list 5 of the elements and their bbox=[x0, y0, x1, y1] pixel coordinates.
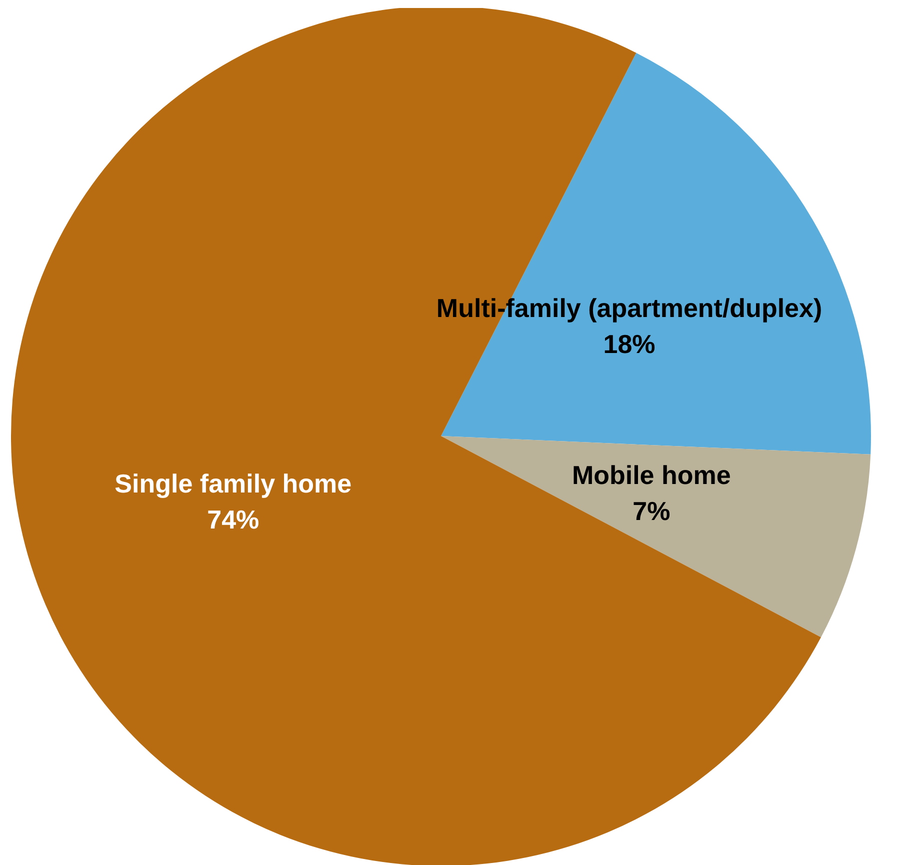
data-label: 74% bbox=[207, 504, 260, 535]
data-label: 18% bbox=[603, 329, 656, 360]
slice-label: Mobile home bbox=[572, 460, 731, 490]
data-label: 7% bbox=[632, 496, 670, 526]
slice-label: Single family home bbox=[114, 468, 352, 499]
